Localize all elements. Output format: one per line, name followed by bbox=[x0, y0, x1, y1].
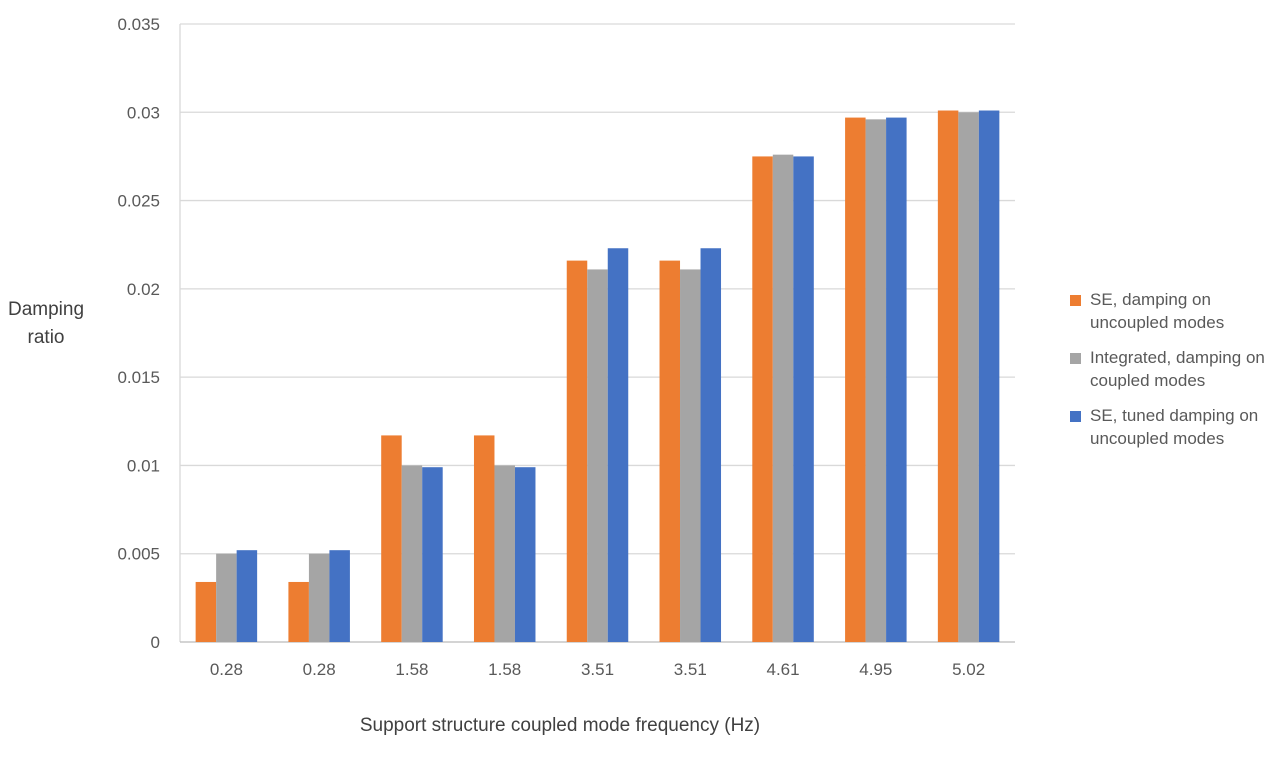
x-tick-label: 5.02 bbox=[952, 660, 985, 679]
x-tick-label: 3.51 bbox=[674, 660, 707, 679]
bar bbox=[381, 435, 402, 642]
bar bbox=[958, 112, 979, 643]
bar bbox=[494, 465, 515, 642]
bar bbox=[288, 581, 309, 642]
y-tick-label: 0.005 bbox=[117, 545, 160, 564]
bar bbox=[607, 248, 629, 642]
y-tick-label: 0.035 bbox=[117, 15, 160, 34]
y-axis-label: Damping ratio bbox=[7, 299, 85, 348]
legend-swatch bbox=[1070, 295, 1081, 306]
bar bbox=[216, 553, 237, 642]
bar bbox=[845, 117, 866, 642]
bar bbox=[793, 156, 814, 642]
x-tick-label: 4.95 bbox=[859, 660, 892, 679]
y-tick-label: 0.025 bbox=[117, 192, 160, 211]
bar bbox=[659, 260, 681, 642]
bar bbox=[772, 154, 794, 643]
y-tick-label: 0.03 bbox=[127, 103, 160, 122]
bar bbox=[195, 581, 217, 642]
y-tick-label: 0.01 bbox=[127, 456, 160, 475]
legend-swatch bbox=[1070, 353, 1081, 364]
bar bbox=[401, 465, 423, 642]
bar bbox=[566, 260, 588, 642]
y-tick-label: 0.02 bbox=[127, 280, 160, 299]
x-axis-label: Support structure coupled mode frequency… bbox=[359, 715, 761, 736]
bar bbox=[587, 269, 608, 642]
x-tick-label: 1.58 bbox=[395, 660, 428, 679]
bar bbox=[236, 550, 258, 642]
bar bbox=[886, 117, 907, 642]
x-tick-label: 0.28 bbox=[303, 660, 336, 679]
legend-item-se-damping: SE, damping on uncoupled modes bbox=[1070, 288, 1280, 334]
legend-item-se-tuned: SE, tuned damping on uncoupled modes bbox=[1070, 404, 1280, 450]
legend-item-integrated: Integrated, damping on coupled modes bbox=[1070, 346, 1280, 392]
x-tick-label: 1.58 bbox=[488, 660, 521, 679]
bar bbox=[700, 248, 722, 642]
bar bbox=[752, 156, 773, 642]
x-tick-label: 3.51 bbox=[581, 660, 614, 679]
legend-label: SE, damping on uncoupled modes bbox=[1090, 290, 1225, 332]
bar bbox=[865, 119, 887, 642]
bar bbox=[514, 467, 536, 642]
bar bbox=[473, 435, 495, 642]
y-tick-label: 0.015 bbox=[117, 368, 160, 387]
y-tick-label: 0 bbox=[151, 633, 160, 652]
bar bbox=[680, 269, 701, 642]
bar bbox=[308, 553, 330, 642]
bar bbox=[329, 550, 350, 642]
bar bbox=[937, 110, 959, 642]
legend: SE, damping on uncoupled modes Integrate… bbox=[1070, 288, 1280, 462]
x-tick-label: 4.61 bbox=[767, 660, 800, 679]
legend-label: Integrated, damping on coupled modes bbox=[1090, 348, 1265, 390]
legend-label: SE, tuned damping on uncoupled modes bbox=[1090, 406, 1259, 448]
bar bbox=[978, 110, 1000, 642]
bar bbox=[422, 467, 443, 642]
legend-swatch bbox=[1070, 411, 1081, 422]
x-tick-label: 0.28 bbox=[210, 660, 243, 679]
